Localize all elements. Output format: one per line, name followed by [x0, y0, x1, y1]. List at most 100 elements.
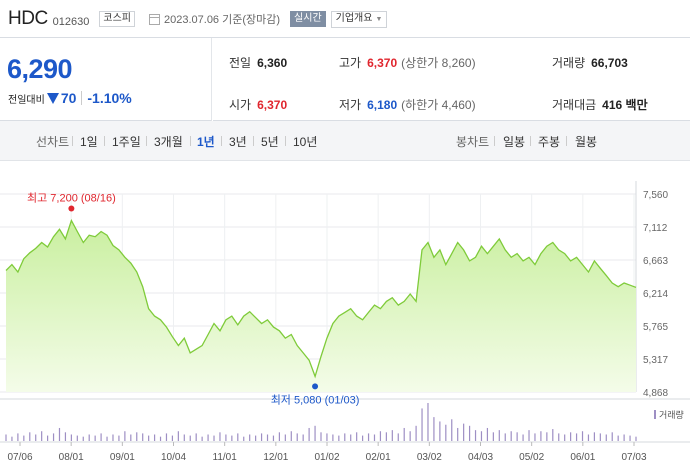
volume-bar	[213, 435, 215, 441]
company-overview-dropdown[interactable]: 기업개요 ▼	[330, 10, 388, 28]
high-label: 최고 7,200 (08/16)	[27, 191, 116, 204]
divider	[104, 136, 105, 146]
volume-bar	[35, 434, 37, 441]
volume-bar	[148, 435, 150, 441]
volume-bar	[463, 423, 465, 441]
volume-bar	[326, 433, 328, 441]
x-tick-label: 07/03	[621, 452, 646, 463]
volume-bar	[58, 427, 61, 441]
tab-3y[interactable]: 3년	[229, 135, 247, 149]
change-row: 전일대비 70 -1.10%	[8, 90, 132, 106]
volume-bar	[88, 434, 90, 441]
volume-bar	[249, 434, 251, 441]
volume-bar	[153, 434, 156, 441]
stat-label: 거래량	[552, 56, 586, 70]
volume-bar	[195, 433, 197, 441]
chevron-down-icon: ▼	[375, 15, 383, 23]
tab-5y[interactable]: 5년	[261, 135, 279, 149]
y-tick-label: 6,663	[643, 256, 668, 267]
divider	[530, 136, 531, 146]
tab-1w[interactable]: 1주일	[112, 135, 141, 149]
volume-bar	[522, 434, 524, 441]
volume-bar	[183, 434, 185, 441]
change-label: 전일대비	[8, 94, 45, 106]
volume-bar	[189, 435, 191, 441]
volume-bar	[575, 433, 578, 441]
volume-bar	[350, 434, 352, 441]
chart-tabs: 선차트 1일 1주일 3개월 1년 3년 5년 10년 봉차트 일봉 주봉 월봉	[0, 121, 690, 161]
market-badge: 코스피	[99, 11, 135, 27]
divider	[285, 136, 286, 146]
volume-bar	[29, 432, 31, 441]
volume-bar	[546, 432, 548, 441]
volume-bar	[255, 435, 257, 441]
volume-bar	[70, 434, 72, 441]
volume-bar	[243, 436, 245, 441]
volume-bars: 거래량	[5, 403, 684, 441]
y-tick-label: 5,765	[643, 322, 668, 333]
tab-1d[interactable]: 1일	[80, 135, 98, 149]
volume-bar	[415, 425, 417, 441]
volume-bar	[451, 419, 453, 441]
volume-bar	[207, 434, 209, 441]
x-tick-label: 03/02	[417, 452, 442, 463]
volume-bar	[498, 430, 500, 441]
volume-bar	[540, 431, 542, 441]
volume-bar	[587, 434, 590, 441]
lower-limit: (하한가 4,460)	[401, 98, 476, 112]
volume-bar	[314, 425, 316, 441]
volume-bar	[302, 434, 304, 441]
volume-bar	[278, 432, 280, 441]
volume-bar	[231, 435, 233, 441]
volume-bar	[581, 431, 584, 441]
volume-bar	[510, 431, 512, 441]
price-chart[interactable]: 7,560 7,112 6,663 6,214 5,765 5,317 4,868 최고 7…	[0, 161, 690, 475]
stat-value: 6,180	[367, 98, 398, 112]
volume-bar	[290, 431, 292, 441]
tab-weekly[interactable]: 주봉	[538, 135, 561, 149]
volume-bar	[338, 435, 340, 441]
volume-bar	[136, 432, 138, 441]
tab-1y[interactable]: 1년	[197, 135, 215, 149]
change-value: 70	[60, 90, 77, 106]
volume-bar	[118, 435, 120, 441]
tab-monthly[interactable]: 월봉	[575, 135, 598, 149]
annotations: 최고 7,200 (08/16) 최저 5,080 (01/03)	[27, 191, 359, 406]
volume-bar	[17, 433, 19, 441]
volume-bar	[474, 430, 477, 441]
volume-bar	[130, 434, 132, 441]
volume-bar	[445, 424, 447, 441]
title-row: HDC 012630 코스피 2023.07.06 기준(장마감) 실시간 기업…	[8, 8, 388, 30]
stat-label: 저가	[339, 98, 362, 112]
volume-bar	[427, 403, 429, 441]
volume-bar	[308, 427, 310, 441]
price-line	[5, 218, 637, 379]
volume-bar	[82, 436, 84, 441]
volume-bar	[171, 435, 174, 441]
tab-3m[interactable]: 3개월	[154, 135, 183, 149]
stat-amount: 거래대금 416 백만	[552, 96, 648, 113]
stat-prev: 전일 6,360	[229, 54, 287, 71]
volume-bar	[623, 434, 625, 441]
calendar-icon	[149, 13, 160, 25]
volume-bar	[599, 433, 601, 441]
volume-bar	[332, 434, 334, 441]
volume-label: 거래량	[659, 409, 684, 420]
stock-code: 012630	[52, 15, 90, 28]
x-tick-label: 12/01	[263, 452, 288, 463]
stat-value: 6,370	[257, 98, 288, 112]
stat-value: 66,703	[591, 56, 628, 70]
divider	[566, 136, 567, 146]
x-tick-label: 11/01	[213, 452, 238, 463]
tab-10y[interactable]: 10년	[293, 135, 318, 149]
volume-bar	[492, 432, 494, 441]
x-tick-label: 01/02	[314, 452, 339, 463]
volume-bar	[605, 434, 607, 441]
upper-limit: (상한가 8,260)	[401, 56, 476, 70]
divider	[72, 136, 73, 146]
price-summary: 6,290 전일대비 70 -1.10%	[0, 38, 212, 121]
price-stats: 전일 6,360 시가 6,370 고가 6,370 (상한가 8,260) 저…	[213, 38, 690, 121]
tab-daily[interactable]: 일봉	[503, 135, 526, 149]
realtime-button[interactable]: 실시간	[290, 11, 326, 27]
volume-bar	[100, 433, 102, 441]
